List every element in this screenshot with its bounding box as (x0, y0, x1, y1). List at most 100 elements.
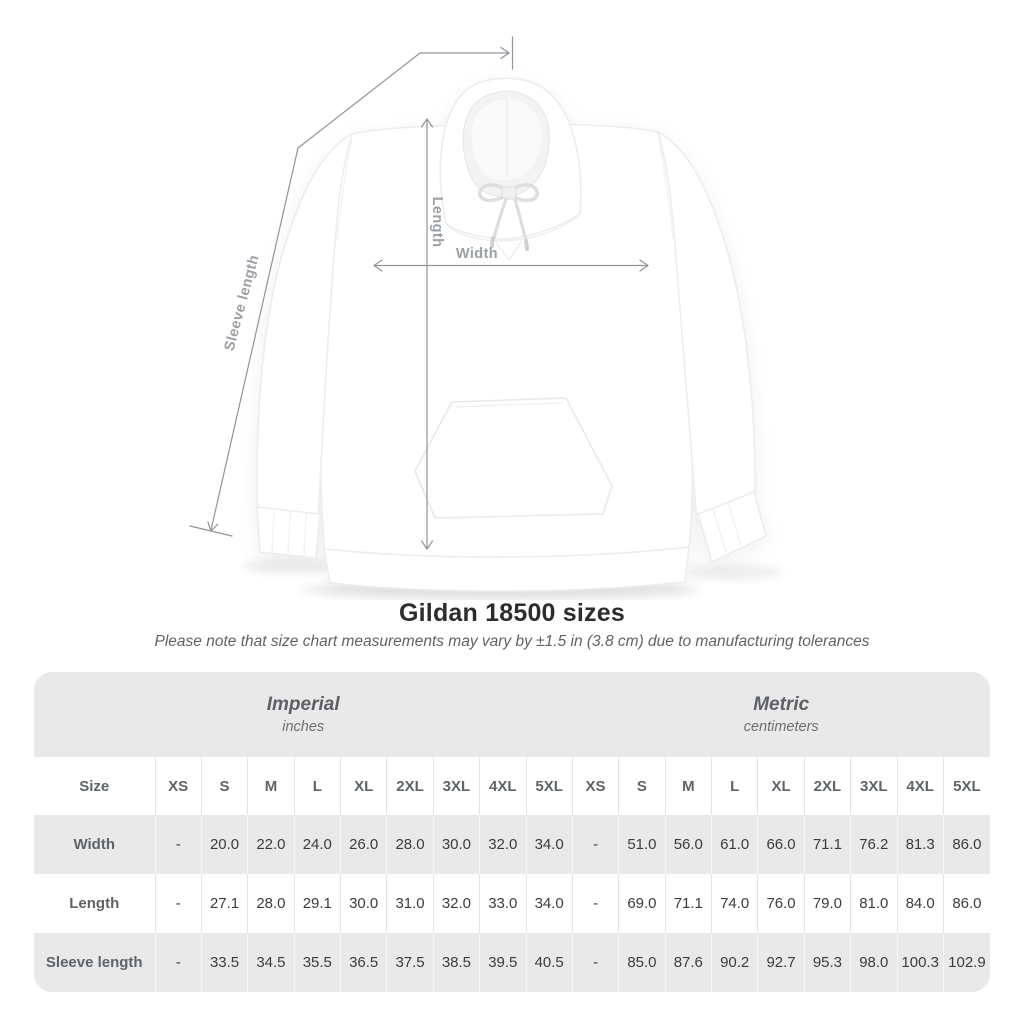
table-cell: 51.0 (618, 815, 666, 874)
table-cell: 79.0 (803, 874, 851, 933)
row-label: Length (69, 895, 120, 912)
table-cell: 30.0 (432, 815, 480, 874)
table-cell: - (154, 815, 202, 874)
drawstrings (478, 183, 539, 251)
size-col-header: L (710, 757, 758, 815)
table-cell: 81.0 (850, 874, 897, 933)
table-cell: 22.0 (247, 815, 295, 874)
table-cell: - (571, 874, 619, 933)
table-cell: 32.0 (432, 874, 480, 933)
size-col-header: M (247, 757, 295, 815)
pocket-seam (454, 402, 564, 408)
table-cell: 40.5 (525, 933, 573, 992)
table-row: Width -20.0 22.0 24.0 26.0 28.0 30.0 32.0 34.0-5… (34, 815, 990, 874)
hoodie-measurement-figure: Sleeve length Length Width (189, 36, 783, 599)
table-cell: 32.0 (479, 815, 526, 874)
table-cell: 61.0 (710, 815, 758, 874)
table-cell: 74.0 (710, 874, 758, 933)
table-cell: 85.0 (618, 933, 666, 992)
sleeve-length-arrow (189, 36, 514, 537)
table-cell: 56.0 (664, 815, 712, 874)
table-cell: 38.5 (432, 933, 480, 992)
table-cell: 71.1 (803, 815, 851, 874)
table-cell: 100.3 (896, 933, 944, 992)
table-cell: 86.0 (942, 815, 990, 874)
width-label: Width (456, 246, 498, 262)
row-label: Sleeve length (45, 954, 143, 971)
size-col-header: XS (154, 757, 202, 815)
size-col-header: 4XL (896, 757, 944, 815)
table-cell: 27.1 (200, 874, 248, 933)
imperial-header-unit: inches (282, 719, 325, 736)
size-header-row: Size XS S M L XL 2XL 3XL 4XL 5XL XS S M L XL 2XL 3XL 4XL… (34, 757, 990, 815)
table-cell: 81.3 (896, 815, 944, 874)
table-row: Sleeve length -33.5 34.5 35.5 36.5 37.5 38.5 39… (34, 933, 990, 992)
size-table: Imperial inches Metric centimeters Size … (34, 672, 990, 992)
size-col-header: 3XL (850, 757, 897, 815)
size-corner-label: Size (79, 777, 110, 795)
right-cuff (697, 491, 767, 563)
size-col-header: XL (339, 757, 387, 815)
size-col-header: S (618, 757, 666, 815)
length-label: Length (429, 197, 445, 248)
size-col-header: S (200, 757, 248, 815)
table-cell: 29.1 (293, 874, 341, 933)
size-col-header: XL (757, 757, 805, 815)
table-cell: 34.0 (525, 874, 573, 933)
size-col-header: 3XL (432, 757, 480, 815)
right-cuff-ribs (712, 501, 742, 553)
size-col-header: 2XL (803, 757, 851, 815)
size-chart-table: Imperial inches Metric centimeters Size … (34, 672, 990, 992)
size-col-header: L (293, 757, 341, 815)
table-cell: - (154, 874, 202, 933)
size-col-header: M (664, 757, 712, 815)
metric-header: Metric centimeters (572, 672, 990, 757)
table-cell: 33.5 (200, 933, 248, 992)
table-cell: 33.0 (479, 874, 526, 933)
imperial-header-title: Imperial (266, 693, 340, 715)
imperial-header: Imperial inches (34, 672, 573, 757)
table-cell: 76.2 (850, 815, 897, 874)
table-cell: 35.5 (293, 933, 341, 992)
table-cell: 90.2 (710, 933, 758, 992)
size-col-header: 2XL (386, 757, 434, 815)
row-label: Width (73, 836, 115, 853)
table-cell: - (154, 933, 202, 992)
unit-header-row: Imperial inches Metric centimeters (34, 672, 990, 757)
table-cell: 92.7 (757, 933, 805, 992)
kangaroo-pocket (414, 397, 613, 519)
table-cell: 98.0 (850, 933, 897, 992)
table-cell: 20.0 (200, 815, 248, 874)
table-cell: 28.0 (386, 815, 434, 874)
table-cell: 39.5 (479, 933, 526, 992)
table-cell: - (571, 933, 619, 992)
metric-header-title: Metric (753, 693, 810, 715)
neck-v-stitch (495, 240, 523, 262)
table-cell: 34.5 (247, 933, 295, 992)
table-cell: 66.0 (757, 815, 805, 874)
table-cell: 36.5 (339, 933, 387, 992)
table-cell: 26.0 (339, 815, 387, 874)
hoodie-illustration (256, 77, 767, 592)
table-cell: 76.0 (757, 874, 805, 933)
tolerance-note: Please note that size chart measurements… (154, 633, 870, 650)
size-col-header: XS (571, 757, 619, 815)
width-arrow (373, 259, 649, 272)
table-cell: 31.0 (386, 874, 434, 933)
table-cell: 69.0 (618, 874, 666, 933)
neckline-seam (445, 213, 581, 242)
table-cell: 37.5 (386, 933, 434, 992)
length-arrow (420, 118, 434, 550)
table-cell: 86.0 (942, 874, 990, 933)
size-col-header: 5XL (525, 757, 573, 815)
hoodie-hem (323, 546, 690, 592)
armhole-seams (336, 133, 674, 241)
table-cell: 34.0 (525, 815, 573, 874)
table-cell: 84.0 (896, 874, 944, 933)
table-cell: 24.0 (293, 815, 341, 874)
page-title: Gildan 18500 sizes (399, 599, 625, 627)
table-cell: - (571, 815, 619, 874)
table-cell: 28.0 (247, 874, 295, 933)
table-cell: 87.6 (664, 933, 712, 992)
metric-header-unit: centimeters (743, 719, 819, 736)
